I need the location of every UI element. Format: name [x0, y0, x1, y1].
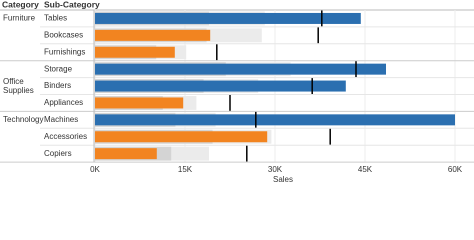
- sub-category-label: Binders: [44, 81, 71, 90]
- bar: [95, 46, 175, 58]
- bar: [95, 80, 346, 92]
- bar: [95, 29, 211, 41]
- sub-category-label: Appliances: [44, 98, 83, 107]
- sub-category-label: Machines: [44, 115, 78, 124]
- sub-category-label: Accessories: [44, 132, 87, 141]
- bar: [95, 114, 455, 126]
- x-tick-label: 45K: [358, 165, 373, 174]
- bar: [95, 97, 184, 109]
- x-tick-label: 0K: [90, 165, 100, 174]
- category-label: Office Supplies: [3, 77, 34, 95]
- x-tick-label: 60K: [448, 165, 463, 174]
- bar: [95, 148, 157, 160]
- x-tick-label: 30K: [268, 165, 283, 174]
- sub-category-label: Storage: [44, 64, 73, 73]
- x-tick-label: 15K: [178, 165, 193, 174]
- sub-category-label: Copiers: [44, 149, 72, 158]
- sub-category-label: Tables: [44, 14, 67, 23]
- bar: [95, 12, 361, 24]
- sub-category-label: Bookcases: [44, 30, 83, 39]
- category-label: Furniture: [3, 14, 36, 23]
- bar: [95, 131, 268, 143]
- bar: [95, 63, 386, 75]
- x-axis-label: Sales: [273, 175, 293, 184]
- sub-category-label: Furnishings: [44, 47, 85, 56]
- chart: Category Sub-Category Sales 0K 15K 30K 45K 6…: [0, 0, 474, 184]
- category-label: Technology: [3, 115, 43, 124]
- column-header: Sub-Category: [44, 0, 100, 9]
- column-header: Category: [2, 0, 39, 9]
